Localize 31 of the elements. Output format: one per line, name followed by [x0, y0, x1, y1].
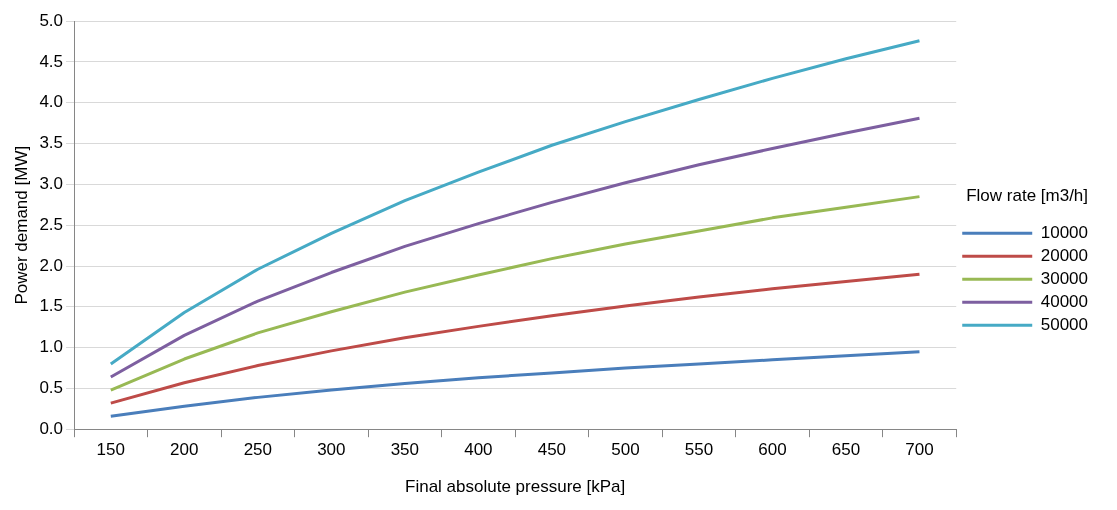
legend-label: 20000	[1040, 245, 1089, 265]
x-tick-label: 200	[170, 440, 199, 460]
y-tick-label: 4.0	[39, 92, 64, 112]
y-tick-label: 4.5	[39, 51, 64, 71]
x-tick-label: 550	[684, 440, 714, 460]
y-tick-label: 1.5	[39, 296, 64, 316]
y-tick-label: 5.0	[39, 10, 64, 30]
y-tick-label: 2.0	[39, 255, 64, 275]
legend-label: 10000	[1040, 222, 1089, 242]
x-axis-title: Final absolute pressure [kPa]	[405, 477, 626, 497]
y-axis-title: Power demand [MW]	[11, 145, 31, 305]
y-tick-label: 2.5	[39, 214, 64, 234]
x-tick-label: 300	[317, 440, 346, 460]
x-tick-label: 450	[537, 440, 567, 460]
x-tick-label: 250	[243, 440, 273, 460]
x-tick-label: 500	[611, 440, 640, 460]
x-tick-label: 650	[831, 440, 861, 460]
y-tick-label: 3.5	[39, 133, 64, 153]
legend-title: Flow rate [m3/h]	[966, 186, 1089, 206]
legend-label: 50000	[1040, 314, 1089, 334]
y-tick-label: 0.0	[39, 418, 64, 438]
legend-label: 40000	[1040, 291, 1089, 311]
x-tick-label: 600	[758, 440, 787, 460]
x-tick-label: 700	[905, 440, 934, 460]
x-tick-label: 350	[390, 440, 420, 460]
y-tick-label: 0.5	[39, 378, 64, 398]
y-tick-label: 1.0	[39, 337, 64, 357]
x-tick-label: 400	[464, 440, 493, 460]
y-tick-label: 3.0	[39, 174, 64, 194]
legend-label: 30000	[1040, 268, 1089, 288]
x-tick-label: 150	[96, 440, 125, 460]
